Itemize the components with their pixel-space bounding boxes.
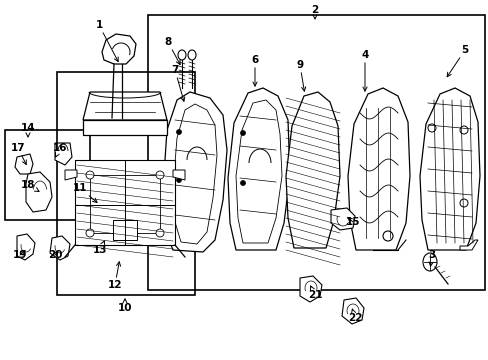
Ellipse shape <box>178 50 185 60</box>
Polygon shape <box>347 88 409 250</box>
Polygon shape <box>227 88 289 250</box>
Ellipse shape <box>427 124 435 132</box>
Ellipse shape <box>99 199 105 205</box>
Polygon shape <box>26 172 52 212</box>
Ellipse shape <box>176 130 181 135</box>
Text: 2: 2 <box>311 5 318 19</box>
Text: 11: 11 <box>73 183 97 202</box>
Ellipse shape <box>459 126 467 134</box>
Polygon shape <box>83 92 167 120</box>
Ellipse shape <box>382 231 392 241</box>
Ellipse shape <box>176 177 181 183</box>
Text: 22: 22 <box>347 309 362 323</box>
Ellipse shape <box>86 229 94 237</box>
Text: 19: 19 <box>13 250 27 260</box>
Ellipse shape <box>422 253 436 271</box>
Polygon shape <box>17 234 35 260</box>
Text: 6: 6 <box>251 55 258 86</box>
Ellipse shape <box>240 180 245 185</box>
Polygon shape <box>92 192 112 212</box>
Bar <box>5 130 90 220</box>
Text: 4: 4 <box>361 50 368 91</box>
Bar <box>148 15 484 290</box>
Polygon shape <box>55 143 72 165</box>
Polygon shape <box>236 100 282 243</box>
Bar <box>57 72 195 295</box>
Polygon shape <box>50 236 70 260</box>
Polygon shape <box>285 92 339 248</box>
Polygon shape <box>65 170 77 180</box>
Ellipse shape <box>240 130 245 135</box>
Bar <box>75 160 175 245</box>
Text: 15: 15 <box>345 217 360 227</box>
Text: 8: 8 <box>164 37 180 64</box>
Polygon shape <box>173 170 184 180</box>
Text: 1: 1 <box>95 20 118 62</box>
Polygon shape <box>419 88 479 250</box>
Text: 12: 12 <box>107 262 122 290</box>
Polygon shape <box>102 34 136 64</box>
Polygon shape <box>459 240 477 250</box>
Ellipse shape <box>86 171 94 179</box>
Text: 21: 21 <box>307 286 322 300</box>
Text: 16: 16 <box>53 143 67 157</box>
Text: 10: 10 <box>118 299 132 313</box>
Text: 14: 14 <box>20 123 35 137</box>
Text: 20: 20 <box>48 250 62 260</box>
Polygon shape <box>83 120 167 135</box>
Text: 5: 5 <box>446 45 468 77</box>
Text: 9: 9 <box>296 60 305 91</box>
Ellipse shape <box>459 199 467 207</box>
Polygon shape <box>299 276 321 302</box>
Text: 17: 17 <box>11 143 26 165</box>
Polygon shape <box>15 154 33 174</box>
Ellipse shape <box>187 50 196 60</box>
Ellipse shape <box>156 171 163 179</box>
Polygon shape <box>341 298 363 324</box>
Bar <box>113 220 137 240</box>
Text: 3: 3 <box>427 250 435 266</box>
Polygon shape <box>163 92 226 252</box>
Polygon shape <box>173 104 217 244</box>
Ellipse shape <box>156 229 163 237</box>
Bar <box>90 175 160 233</box>
Text: 7: 7 <box>171 65 184 101</box>
Polygon shape <box>330 208 354 230</box>
Text: 13: 13 <box>93 241 107 255</box>
Text: 18: 18 <box>20 180 39 192</box>
